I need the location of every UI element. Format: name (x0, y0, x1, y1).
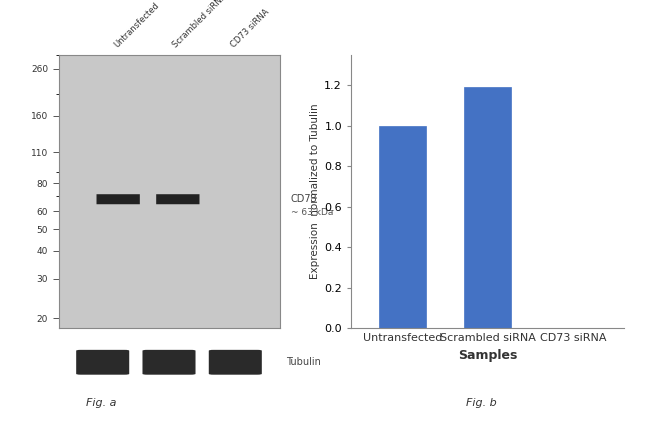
Text: Fig. a: Fig. a (86, 398, 116, 408)
FancyBboxPatch shape (209, 350, 262, 375)
FancyBboxPatch shape (142, 350, 196, 375)
FancyBboxPatch shape (96, 194, 140, 204)
Text: Scrambled siRNA: Scrambled siRNA (172, 0, 229, 49)
Text: Untransfected: Untransfected (112, 0, 161, 49)
Bar (464, 87, 511, 328)
Y-axis label: Expression  normalized to Tubulin: Expression normalized to Tubulin (310, 104, 320, 280)
FancyBboxPatch shape (156, 194, 200, 204)
Text: CD73: CD73 (291, 194, 317, 204)
X-axis label: Samples: Samples (458, 349, 517, 362)
Text: ~ 63 kDa: ~ 63 kDa (291, 208, 333, 217)
Text: Fig. b: Fig. b (465, 398, 497, 408)
Text: CD73 siRNA: CD73 siRNA (229, 7, 271, 49)
FancyBboxPatch shape (76, 350, 129, 375)
Bar (379, 126, 426, 328)
Text: Tubulin: Tubulin (286, 357, 321, 367)
